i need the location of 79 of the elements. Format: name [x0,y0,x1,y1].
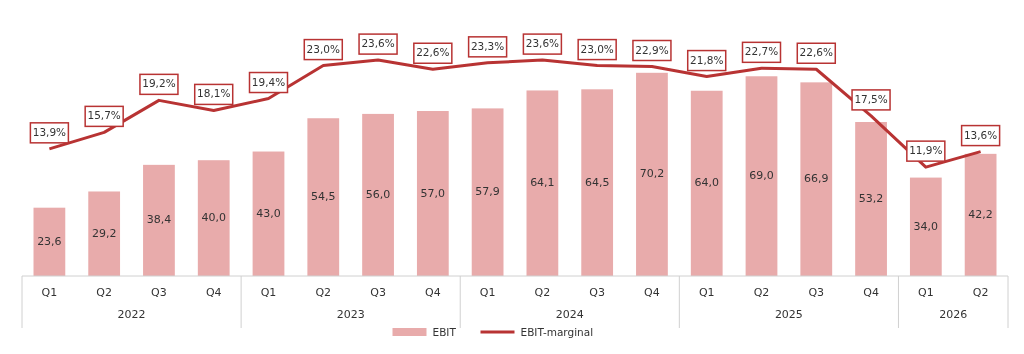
text: 2026 [939,308,968,321]
x-tick-label: Q3 [151,286,167,299]
data-label: 56,0 [365,187,391,201]
bar [362,113,394,276]
text: 2025 [774,308,803,321]
data-label: 57,9 [475,185,500,199]
data-label: 29,2 [91,226,117,240]
x-tick-label: Q1 [41,286,58,299]
data-label: 19,2% [142,77,176,90]
text: 2022 [117,308,146,321]
x-tick-label: Q1 [260,286,277,299]
data-label: 53,2 [858,192,884,205]
data-label: 11,9% [909,144,943,157]
x-tick-label: Q3 [589,286,605,299]
bar [909,177,942,276]
x-tick-label: Q4 [863,286,879,299]
x-tick-label: Q2 [753,286,770,299]
x-tick-label: Q3 [808,286,825,299]
data-label: 18,1% [197,87,231,100]
bar [197,160,230,276]
x-tick-label: Q1 [918,286,934,299]
legend-label: EBIT [432,326,457,338]
data-label: 64,1 [530,176,555,190]
bar [33,207,66,276]
x-tick-label: Q4 [205,286,222,299]
text: 2024 [555,308,584,321]
bar [307,118,340,276]
bar [800,82,833,276]
data-label: 23,0% [580,42,614,55]
data-label: 64,0 [694,176,719,190]
bar [855,122,887,276]
data-label: 22,9% [635,43,669,56]
bar [252,151,285,276]
data-label: 23,6% [361,37,395,50]
data-label: 22,6% [416,46,450,59]
data-label: 70,2 [639,167,665,181]
bar [526,90,559,276]
x-tick-label: Q3 [370,286,386,299]
data-label: 64,5 [584,175,610,189]
legend-label: EBIT-marginal [520,326,594,338]
data-label: 21,8% [690,53,724,66]
x-tick-label: Q2 [972,286,989,299]
bar [636,72,668,276]
data-label: 17,5% [854,92,888,105]
x-tick-label: Q2 [96,286,112,299]
text: 2023 [336,308,365,321]
data-label: 23,6 [37,234,62,248]
data-label: 13,6% [963,128,998,141]
bar [88,191,121,276]
x-tick-label: Q1 [479,286,496,299]
bar [143,164,175,276]
data-label: 69,0 [749,169,774,183]
data-label: 22,6% [799,46,833,59]
data-label: 15,7% [87,109,121,122]
data-label: 40,0 [201,211,226,225]
x-tick-label: Q2 [534,286,551,299]
bar [690,90,723,276]
bar [471,108,504,276]
data-label: 22,7% [744,45,779,58]
data-label: 66,9 [804,172,829,186]
x-tick-label: Q2 [315,286,332,299]
bar [964,153,997,276]
data-label: 23,3% [470,39,505,52]
data-label: 19,4% [251,75,286,88]
data-label: 43,0 [256,206,281,220]
data-label: 23,6% [525,37,560,50]
bar [581,89,614,276]
bar [416,111,449,276]
x-tick-label: Q1 [698,286,715,299]
data-label: 38,4 [146,213,172,227]
x-tick-label: Q4 [425,286,441,299]
data-label: 57,0 [420,186,446,200]
data-label: 23,0% [306,42,340,55]
bar [745,76,778,276]
x-tick-label: Q4 [644,286,660,299]
data-label: 42,2 [968,207,993,221]
data-label: 54,5 [311,190,336,204]
data-label: 34,0 [913,219,939,233]
data-label: 13,9% [32,125,67,138]
